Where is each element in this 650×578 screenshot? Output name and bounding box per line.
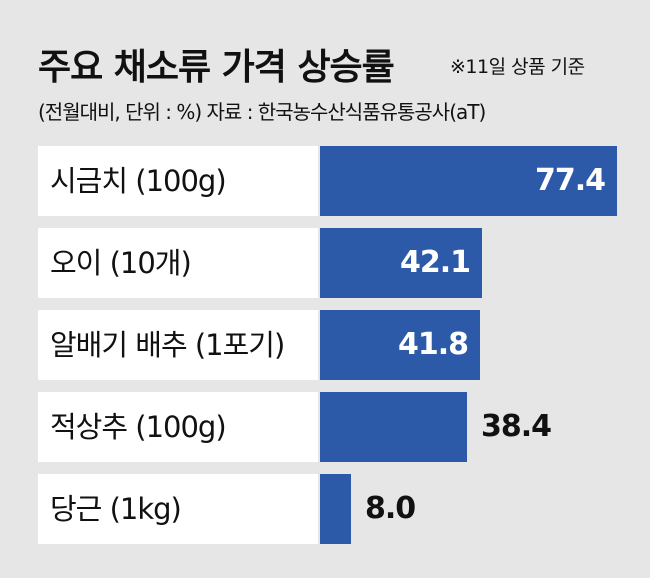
category-label: 시금치 (100g)	[50, 164, 227, 198]
category-label: 오이 (10개)	[50, 246, 192, 280]
value-label: 8.0	[365, 491, 416, 526]
chart-title: 주요 채소류 가격 상승률	[38, 47, 395, 88]
bar	[320, 310, 480, 380]
bar	[320, 474, 351, 544]
row-label-box	[38, 474, 318, 544]
row-label-box	[38, 310, 318, 380]
value-label: 41.8	[397, 327, 469, 362]
value-label: 42.1	[399, 245, 471, 280]
row-label-box	[38, 146, 318, 216]
chart-subtitle: (전월대비, 단위 : %) 자료 : 한국농수산식품유통공사(aT)	[38, 100, 486, 124]
value-label: 77.4	[534, 163, 606, 198]
bar	[320, 146, 617, 216]
bar	[320, 228, 482, 298]
category-label: 알배기 배추 (1포기)	[50, 328, 285, 362]
bar	[320, 392, 467, 462]
row-label-box	[38, 228, 318, 298]
chart-note: ※11일 상품 기준	[450, 56, 585, 78]
category-label: 적상추 (100g)	[50, 410, 227, 444]
category-label: 당근 (1kg)	[50, 492, 182, 526]
row-label-box	[38, 392, 318, 462]
value-label: 38.4	[481, 409, 552, 444]
